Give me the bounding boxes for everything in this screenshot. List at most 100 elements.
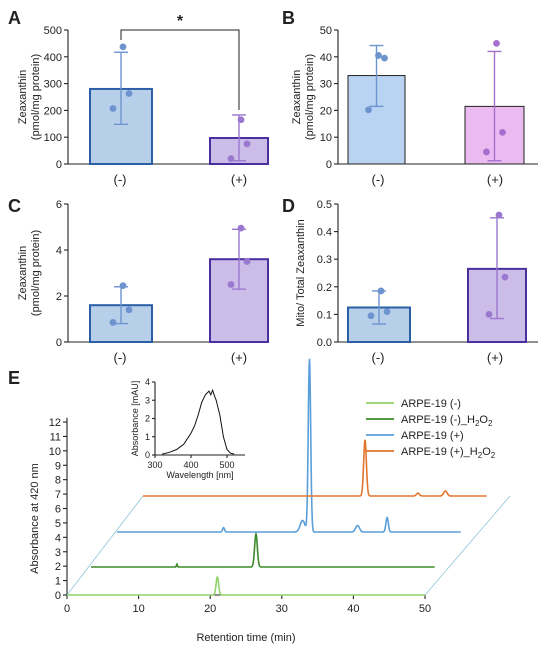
y-tick-label: 0.1 [317, 309, 332, 321]
y-tick-label: 10 [320, 132, 332, 144]
data-point [119, 282, 127, 290]
category-label: (+) [487, 350, 503, 365]
inset-x-tick-label: 400 [183, 460, 198, 470]
data-point [125, 306, 133, 314]
category-label: (-) [114, 172, 127, 187]
y-tick-label: 40 [320, 52, 332, 64]
inset-x-tick-label: 300 [147, 460, 162, 470]
category-label: (+) [487, 172, 503, 187]
y-axis-label: Zeaxanthin [291, 70, 303, 124]
data-point [227, 281, 235, 288]
y-axis-unit-label: (pmol/mg protein) [30, 54, 42, 140]
legend-label: ARPE-19 (-)_H2O2 [401, 414, 493, 428]
inset-y-axis-label: Absorbance [mAU] [130, 381, 140, 457]
inset-x-tick-label: 500 [219, 460, 234, 470]
y-tick-label: 0.3 [317, 254, 332, 266]
y-axis-unit-label: (pmol/mg protein) [304, 54, 316, 140]
y-tick-label: 0 [56, 337, 62, 349]
y-tick-label: 0.5 [317, 199, 332, 211]
y-axis-unit-label: (pmol/mg protein) [30, 230, 42, 316]
data-point [109, 105, 117, 112]
y-axis-label: Mito/ Total Zeaxanthin [295, 219, 307, 326]
data-point [375, 52, 382, 59]
legend-label: ARPE-19 (+)_H2O2 [401, 446, 496, 460]
y-tick-label: 0 [56, 159, 62, 171]
y-tick-label: 100 [44, 132, 62, 144]
chromatogram-trace [67, 575, 425, 596]
data-point [381, 54, 388, 62]
y-tick-label: 6 [55, 504, 61, 516]
data-point [367, 312, 375, 320]
y-tick-label: 11 [50, 431, 61, 443]
data-point [237, 224, 245, 232]
y-tick-label: 0 [326, 159, 332, 171]
category-label: (+) [231, 350, 247, 365]
category-label: (-) [372, 172, 385, 187]
x-axis-label: Retention time (min) [196, 632, 295, 644]
data-point [243, 258, 251, 265]
data-point [377, 287, 385, 295]
y-axis-label: Absorbance at 420 nm [29, 463, 41, 574]
category-label: (-) [372, 350, 385, 365]
y-tick-label: 10 [49, 446, 61, 458]
y-tick-label: 0.0 [317, 337, 332, 349]
data-point [365, 106, 372, 114]
y-tick-label: 7 [55, 489, 61, 501]
panel-letter: D [282, 196, 295, 216]
legend-label: ARPE-19 (-) [401, 398, 461, 410]
inset-y-tick-label: 1 [145, 432, 150, 442]
chromatogram-trace [117, 358, 461, 533]
y-tick-label: 200 [44, 105, 62, 117]
depth-guide [66, 495, 144, 596]
data-point [243, 140, 251, 148]
y-tick-label: 30 [320, 79, 332, 91]
panel-letter: B [282, 8, 295, 28]
y-tick-label: 500 [44, 25, 62, 37]
panel-a: A 0 100 200 300 400 500 Zeaxanthin (pmol/mg prot… [8, 8, 269, 187]
legend: ARPE-19 (-) ARPE-19 (-)_H2O2 ARPE-19 (+) AR… [366, 398, 496, 460]
x-tick-label: 20 [204, 603, 216, 615]
panel-letter: A [8, 8, 21, 28]
y-axis-label: Zeaxanthin [17, 70, 29, 124]
y-tick-label: 4 [56, 245, 62, 257]
legend-label: ARPE-19 (+) [401, 430, 464, 442]
x-tick-label: 0 [64, 603, 70, 615]
y-tick-label: 0.4 [317, 227, 332, 239]
inset-y-tick-label: 4 [145, 377, 150, 387]
data-point [495, 211, 503, 219]
x-tick-label: 40 [347, 603, 359, 615]
depth-guide [424, 495, 511, 596]
data-point [237, 116, 245, 124]
panel-c: C 0 2 4 6 Zeaxanthin (pmol/mg protein) (-) (+) [8, 196, 269, 365]
y-tick-label: 4 [55, 532, 61, 544]
x-tick-label: 50 [419, 603, 431, 615]
data-point [485, 311, 493, 318]
inset-x-axis-label: Wavelength [nm] [166, 470, 233, 480]
significance-star: * [177, 13, 184, 30]
panel-letter: E [8, 368, 20, 388]
chromatogram-trace [91, 531, 435, 568]
y-tick-label: 1 [55, 576, 61, 588]
category-label: (-) [114, 350, 127, 365]
y-tick-label: 2 [56, 291, 62, 303]
inset-y-tick-label: 3 [145, 395, 150, 405]
y-tick-label: 2 [55, 561, 61, 573]
inset-spectrum-line [162, 388, 235, 455]
data-point [383, 308, 391, 316]
panel-letter: C [8, 196, 21, 216]
category-label: (+) [231, 172, 247, 187]
y-tick-label: 400 [44, 52, 62, 64]
y-tick-label: 20 [320, 105, 332, 117]
y-tick-label: 6 [56, 199, 62, 211]
data-point [119, 43, 127, 51]
data-point [499, 128, 506, 136]
inset-y-tick-label: 0 [145, 450, 150, 460]
data-point [227, 155, 235, 163]
significance-bracket [120, 29, 240, 110]
y-tick-label: 8 [55, 475, 61, 487]
data-point [109, 319, 117, 326]
x-tick-label: 30 [276, 603, 288, 615]
